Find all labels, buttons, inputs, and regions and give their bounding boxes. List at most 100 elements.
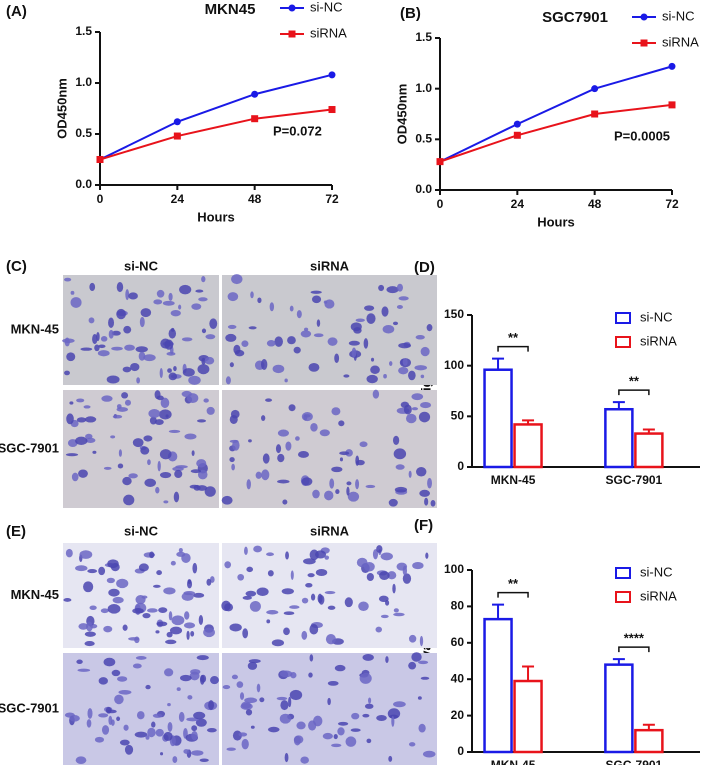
- cell: [154, 419, 164, 425]
- y-tick-label: 60: [451, 635, 465, 649]
- cell: [181, 592, 194, 601]
- cell: [138, 351, 146, 361]
- cell: [169, 626, 183, 635]
- cell: [300, 756, 309, 764]
- point: [96, 156, 104, 163]
- row-label: SGC-7901: [0, 700, 59, 715]
- cell: [135, 655, 147, 660]
- cell: [198, 614, 204, 625]
- cell: [309, 654, 314, 662]
- cell: [372, 549, 379, 560]
- x-tick-label: 48: [588, 197, 602, 211]
- cell: [62, 338, 75, 343]
- cell: [359, 441, 368, 448]
- cell: [184, 433, 197, 440]
- cell: [101, 725, 110, 735]
- cell: [173, 365, 177, 372]
- cell: [198, 297, 208, 302]
- cell: [87, 568, 98, 574]
- x-tick-label: 24: [511, 197, 525, 211]
- cell: [145, 735, 150, 740]
- cell: [411, 393, 424, 401]
- bar: [634, 728, 664, 754]
- y-tick-label: 100: [444, 358, 464, 372]
- cell: [277, 453, 285, 463]
- x-tick-label: 48: [248, 192, 262, 206]
- cell: [143, 435, 153, 442]
- cell: [262, 453, 270, 464]
- cell: [417, 696, 422, 700]
- cell: [110, 719, 115, 726]
- cell: [284, 378, 288, 383]
- series-line: [99, 73, 333, 161]
- cell: [149, 551, 155, 559]
- cell: [408, 742, 416, 747]
- cell: [69, 714, 80, 722]
- cell: [97, 350, 110, 357]
- cell: [287, 336, 296, 345]
- cell: [355, 318, 365, 322]
- cell: [206, 406, 215, 415]
- cell: [355, 479, 360, 490]
- error-bar: [492, 357, 505, 370]
- cell: [266, 610, 279, 615]
- cell: [295, 436, 300, 441]
- cell: [280, 700, 289, 711]
- cell: [180, 674, 192, 682]
- cell: [136, 377, 141, 384]
- cell: [271, 639, 285, 647]
- cell: [77, 668, 91, 672]
- cell: [188, 375, 201, 385]
- cell: [426, 324, 433, 332]
- cell: [327, 697, 331, 706]
- cell: [391, 715, 395, 727]
- cell: [165, 639, 177, 645]
- cell: [418, 723, 426, 733]
- y-tick-label: 0.0: [75, 177, 92, 191]
- cell: [132, 607, 144, 614]
- cell: [312, 489, 320, 499]
- cell: [315, 568, 328, 577]
- cell: [157, 460, 161, 472]
- cell: [92, 333, 98, 345]
- point: [513, 131, 521, 139]
- cell: [366, 738, 372, 744]
- cell: [274, 336, 283, 347]
- cell: [275, 444, 282, 454]
- point: [328, 106, 336, 114]
- cell: [78, 623, 89, 630]
- point: [591, 85, 599, 93]
- cell: [130, 362, 140, 372]
- cell: [333, 734, 338, 740]
- cell: [308, 362, 320, 372]
- x-tick-label: MKN-45: [491, 473, 536, 487]
- x-tick-label: MKN-45: [491, 758, 536, 765]
- cell: [257, 297, 262, 304]
- cell: [403, 404, 412, 415]
- cell: [389, 714, 399, 719]
- cell: [334, 664, 346, 672]
- cell: [160, 752, 164, 756]
- annotation: P=0.072: [273, 123, 322, 138]
- cell: [132, 663, 142, 669]
- cell: [238, 732, 248, 737]
- cell: [290, 570, 294, 580]
- cell: [107, 604, 121, 614]
- cell: [94, 736, 105, 743]
- cell: [331, 407, 341, 416]
- cell: [398, 296, 409, 301]
- cell: [324, 490, 334, 501]
- cell: [206, 578, 212, 586]
- legend-marker: [288, 4, 296, 12]
- y-tick-label: 20: [451, 708, 465, 722]
- cell: [86, 621, 93, 632]
- legend-marker: [615, 336, 631, 348]
- cell: [398, 366, 409, 375]
- cell: [76, 417, 87, 423]
- cell: [366, 572, 374, 582]
- cell: [355, 455, 360, 466]
- cell: [322, 732, 333, 740]
- cell: [176, 687, 181, 692]
- cell: [170, 560, 176, 566]
- cell: [225, 333, 237, 342]
